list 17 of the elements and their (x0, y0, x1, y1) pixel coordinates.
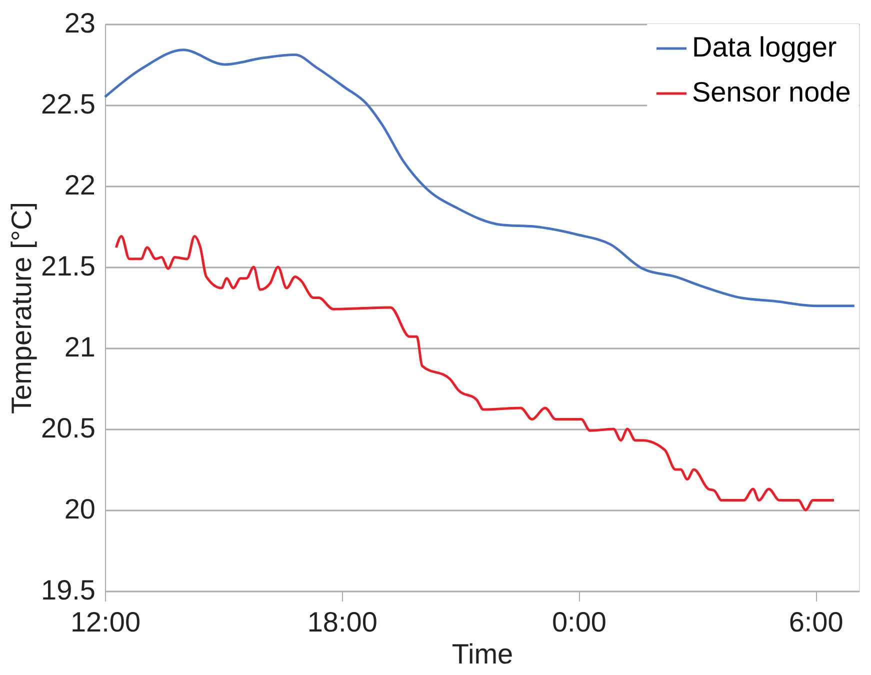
x-axis-title: Time (452, 638, 514, 670)
y-tick-label: 19.5 (41, 574, 96, 606)
legend-label: Sensor node (692, 76, 851, 108)
y-tick-label: 20.5 (41, 412, 96, 444)
legend-label: Data logger (692, 32, 837, 62)
y-tick-label: 22 (64, 170, 96, 200)
y-tick-label: 21.5 (41, 250, 96, 282)
line-series (114, 234, 836, 512)
y-tick-label: 22.5 (41, 88, 96, 120)
x-tick-label: 6:00 (788, 606, 844, 638)
x-tick-label: 18:00 (307, 606, 378, 638)
x-tick-label: 12:00 (70, 606, 141, 638)
y-tick-label: 21 (64, 332, 96, 362)
y-axis-title: Temperature [°C] (6, 202, 38, 414)
y-tick-label: 20 (64, 494, 96, 524)
x-tick-label: 0:00 (552, 606, 606, 638)
y-tick-label: 23 (64, 8, 96, 38)
